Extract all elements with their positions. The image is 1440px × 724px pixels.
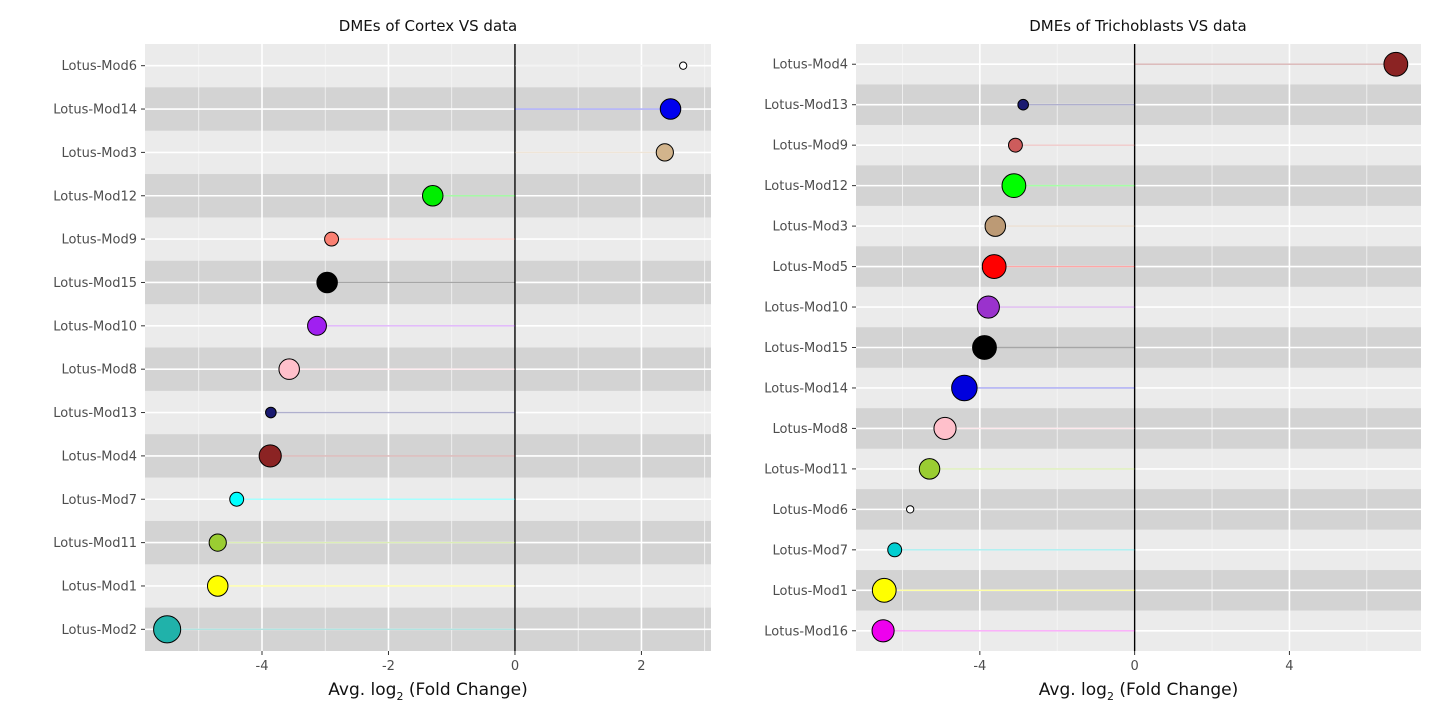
lollipop-point xyxy=(981,254,1007,279)
lollipop-point xyxy=(951,374,978,402)
lollipop-point xyxy=(208,533,227,552)
lollipop-point xyxy=(229,491,245,507)
y-tick-label: Lotus-Mod2 xyxy=(62,623,137,638)
lollipop-point xyxy=(984,215,1007,237)
y-tick-label: Lotus-Mod14 xyxy=(53,103,137,118)
y-tick-label: Lotus-Mod4 xyxy=(62,449,137,464)
x-axis-label: Avg. log2 (Fold Change) xyxy=(1039,680,1238,703)
y-tick-label: Lotus-Mod3 xyxy=(773,220,848,235)
lollipop-point xyxy=(206,575,229,597)
y-tick-label: Lotus-Mod14 xyxy=(764,381,848,396)
x-tick-label: 0 xyxy=(511,659,519,674)
y-tick-label: Lotus-Mod12 xyxy=(764,179,848,194)
panel-2: Lotus-Mod4 Lotus-Mod13 Lotus-Mod9 Lotus-Mod… xyxy=(764,17,1421,703)
y-tick-label: Lotus-Mod9 xyxy=(62,233,137,248)
x-axis-label: Avg. log2 (Fold Change) xyxy=(328,680,527,703)
y-tick-label: Lotus-Mod8 xyxy=(62,363,137,378)
lollipop-point xyxy=(655,143,674,162)
y-tick-label: Lotus-Mod16 xyxy=(764,624,848,639)
y-tick-label: Lotus-Mod4 xyxy=(773,58,848,73)
y-tick-label: Lotus-Mod6 xyxy=(62,59,137,74)
lollipop-point xyxy=(324,231,340,247)
lollipop-point xyxy=(918,458,941,480)
lollipop-point xyxy=(659,98,682,120)
panel-title: DMEs of Cortex VS data xyxy=(339,17,517,35)
x-tick-label: -4 xyxy=(973,659,986,674)
y-tick-label: Lotus-Mod13 xyxy=(764,98,848,113)
y-tick-label: Lotus-Mod8 xyxy=(773,422,848,437)
lollipop-point xyxy=(871,619,895,643)
x-tick-label: 4 xyxy=(1285,659,1293,674)
lollipop-point xyxy=(1001,173,1027,199)
x-tick-label: 0 xyxy=(1130,659,1138,674)
y-tick-label: Lotus-Mod11 xyxy=(53,536,137,551)
lollipop-point xyxy=(887,542,903,558)
y-tick-label: Lotus-Mod11 xyxy=(764,462,848,477)
lollipop-point xyxy=(307,315,327,336)
lollipop-point xyxy=(1383,51,1409,77)
lollipop-point xyxy=(906,505,915,514)
lollipop-point xyxy=(258,444,282,468)
y-tick-label: Lotus-Mod7 xyxy=(773,543,848,558)
y-tick-label: Lotus-Mod6 xyxy=(773,503,848,518)
y-tick-label: Lotus-Mod7 xyxy=(62,493,137,508)
x-tick-label: 2 xyxy=(637,659,645,674)
lollipop-point xyxy=(972,335,997,360)
y-tick-label: Lotus-Mod1 xyxy=(773,584,848,599)
y-tick-label: Lotus-Mod15 xyxy=(764,341,848,356)
y-tick-label: Lotus-Mod9 xyxy=(773,139,848,154)
y-tick-label: Lotus-Mod3 xyxy=(62,146,137,161)
lollipop-point xyxy=(278,358,300,380)
lollipop-point xyxy=(1007,137,1023,153)
x-tick-label: -2 xyxy=(382,659,395,674)
y-tick-label: Lotus-Mod10 xyxy=(53,319,137,334)
lollipop-point xyxy=(871,577,897,603)
lollipop-point xyxy=(933,416,957,441)
y-tick-label: Lotus-Mod5 xyxy=(773,260,848,275)
y-tick-label: Lotus-Mod1 xyxy=(62,579,137,594)
lollipop-point xyxy=(265,406,277,419)
x-tick-label: -4 xyxy=(256,659,269,674)
lollipop-point xyxy=(976,295,1000,319)
lollipop-point xyxy=(1017,98,1029,111)
y-tick-label: Lotus-Mod12 xyxy=(53,189,137,204)
lollipop-point xyxy=(421,185,444,207)
lollipop-point xyxy=(153,615,182,644)
lollipop-point xyxy=(316,271,338,294)
y-tick-label: Lotus-Mod13 xyxy=(53,406,137,421)
panel-title: DMEs of Trichoblasts VS data xyxy=(1029,17,1247,35)
y-tick-label: Lotus-Mod15 xyxy=(53,276,137,291)
panel-1: Lotus-Mod6 Lotus-Mod14 Lotus-Mod3 Lotus-Mod… xyxy=(53,17,711,703)
y-tick-label: Lotus-Mod10 xyxy=(764,301,848,316)
lollipop-point xyxy=(679,61,688,70)
